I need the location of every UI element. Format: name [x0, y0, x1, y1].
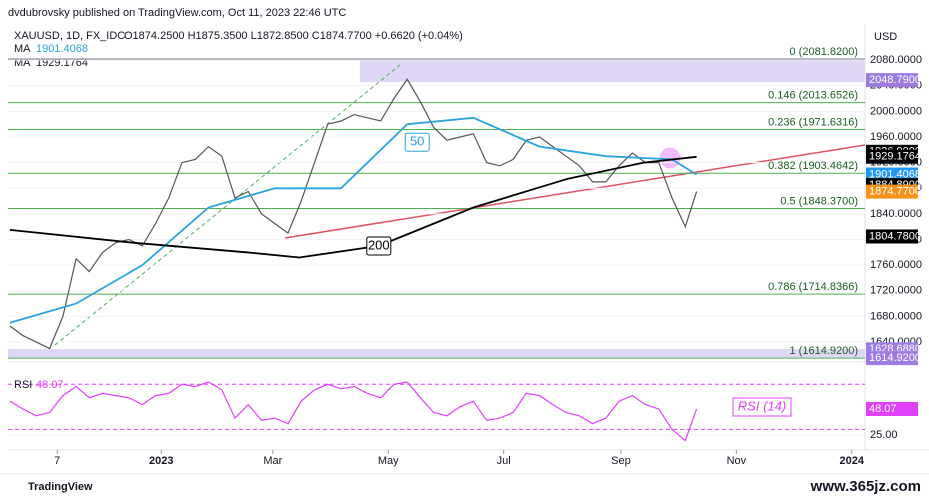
price-badge	[866, 351, 918, 366]
pane-header-value: 48.07	[36, 379, 64, 391]
y-tick-label: 2000.0000	[870, 105, 922, 117]
pane-header: RSI	[14, 379, 32, 391]
series-tag	[366, 236, 392, 256]
series-tag	[404, 132, 430, 152]
price-badge-label: 1804.7800	[869, 230, 921, 242]
y-tick-label: 1720.0000	[870, 285, 922, 297]
y-tick-label: 1760.0000	[870, 259, 922, 271]
price-badge-label: 1614.9200	[869, 352, 921, 364]
y-tick-label: 2080.0000	[870, 54, 922, 66]
series-tag-label: 50	[410, 134, 424, 149]
highlight	[659, 147, 681, 169]
fib-label: 1 (1614.9200)	[790, 345, 859, 357]
series-tag-label: 200	[368, 237, 390, 252]
currency: USD	[874, 31, 897, 43]
series-line	[9, 381, 698, 442]
price-badge	[866, 229, 918, 244]
watermark: www.365jz.com	[810, 478, 921, 495]
series-line	[9, 116, 698, 324]
publisher: dvdubrovsky published on TradingView.com…	[8, 7, 346, 19]
price-badge-label: 1874.7700	[869, 186, 921, 198]
zone	[360, 60, 865, 82]
brand: TradingView	[28, 481, 93, 493]
x-tick-label: Mar	[263, 455, 282, 467]
price-badge	[866, 73, 918, 88]
fib-label: 0.146 (2013.6526)	[768, 90, 858, 102]
y-tick-label: 25.00	[870, 429, 898, 441]
pane-title-box	[732, 397, 792, 417]
price-badge-label: 2048.7900	[869, 74, 921, 86]
symbol: XAUUSD, 1D, FX_IDC	[14, 30, 125, 42]
x-tick-label: Jul	[497, 455, 511, 467]
price-badge	[866, 184, 918, 199]
y-tick-label: 1680.0000	[870, 310, 922, 322]
x-tick-label: Sep	[611, 455, 631, 467]
fib-label: 0 (2081.8200)	[790, 46, 859, 58]
y-tick-label: 1840.0000	[870, 208, 922, 220]
price-badge-label: 1929.1764	[869, 151, 921, 163]
x-tick-label: May	[378, 455, 399, 467]
x-tick-label: 2023	[149, 455, 173, 467]
zone	[8, 349, 865, 358]
trendline	[284, 144, 866, 239]
price-badge	[866, 149, 918, 164]
fib-label: 0.382 (1903.4642)	[768, 160, 858, 172]
price-badge-label: 48.07	[869, 403, 897, 415]
price-badge-label: 1901.4068	[869, 168, 921, 180]
pane-title: RSI (14)	[738, 398, 786, 413]
price-badge	[866, 167, 918, 182]
series-line	[9, 78, 698, 350]
plot: 2080.00002040.00002000.00001960.00001920…	[8, 46, 922, 467]
ma-value: 1901.4068	[36, 43, 88, 55]
price-badge	[866, 401, 918, 416]
x-tick-label: 7	[54, 455, 60, 467]
ohlc: O1874.2500 H1875.3500 L1872.8500 C1874.7…	[124, 30, 463, 42]
x-tick-label: 2024	[840, 455, 865, 467]
ma-label: MA	[14, 43, 31, 55]
fib-label: 0.5 (1848.3700)	[780, 195, 858, 207]
x-tick-label: Nov	[727, 455, 747, 467]
y-tick-label: 1960.0000	[870, 131, 922, 143]
fib-label: 0.786 (1714.8366)	[768, 281, 858, 293]
fib-label: 0.236 (1971.6316)	[768, 116, 858, 128]
